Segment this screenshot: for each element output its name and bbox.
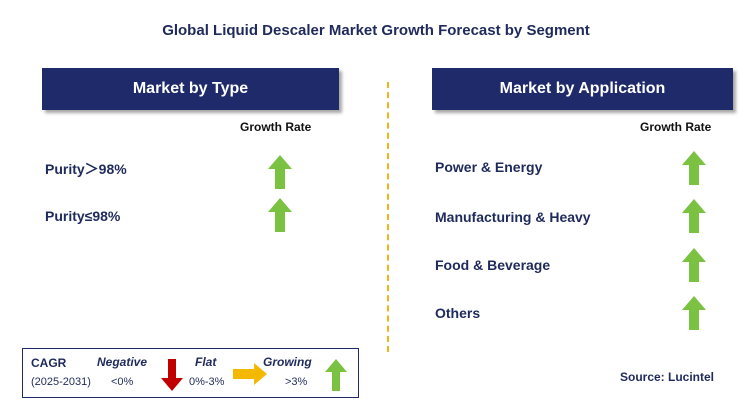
legend-negative-label: Negative: [97, 355, 148, 369]
type-segment-label: Purity＞98%: [45, 161, 127, 177]
type-growth-rate-label: Growth Rate: [240, 120, 312, 134]
legend-growing-value: >3%: [285, 376, 308, 388]
legend-flat-value: 0%-3%: [189, 376, 225, 388]
growing-arrow-icon: [268, 155, 292, 189]
flat-arrow-icon: [233, 363, 267, 385]
application-segment-label: Manufacturing & Heavy: [435, 209, 591, 225]
legend-cagr-label: CAGR: [31, 356, 67, 370]
growing-arrow-icon: [682, 151, 706, 185]
panel-divider: [387, 82, 389, 352]
cagr-legend: CAGR (2025-2031) Negative <0% Flat 0%-3%…: [22, 348, 359, 398]
growing-arrow-icon: [325, 359, 347, 391]
application-growth-rate-label: Growth Rate: [640, 120, 712, 134]
legend-negative-value: <0%: [111, 376, 134, 388]
type-segment-label: Purity≤98%: [45, 208, 121, 224]
application-segment-label: Food & Beverage: [435, 257, 551, 273]
growing-arrow-icon: [682, 296, 706, 330]
growing-arrow-icon: [682, 199, 706, 233]
growing-arrow-icon: [268, 198, 292, 232]
application-panel-header: Market by Application: [432, 68, 733, 110]
chart-title: Global Liquid Descaler Market Growth For…: [162, 22, 590, 39]
type-panel-header: Market by Type: [42, 68, 339, 110]
negative-arrow-icon: [161, 359, 183, 391]
growing-arrow-icon: [682, 248, 706, 282]
application-segment-label: Power & Energy: [435, 159, 543, 175]
legend-period: (2025-2031): [31, 376, 91, 388]
legend-flat-label: Flat: [195, 355, 217, 369]
legend-growing-label: Growing: [263, 355, 312, 369]
application-segment-label: Others: [435, 305, 481, 321]
source-note: Source: Lucintel: [620, 370, 715, 384]
